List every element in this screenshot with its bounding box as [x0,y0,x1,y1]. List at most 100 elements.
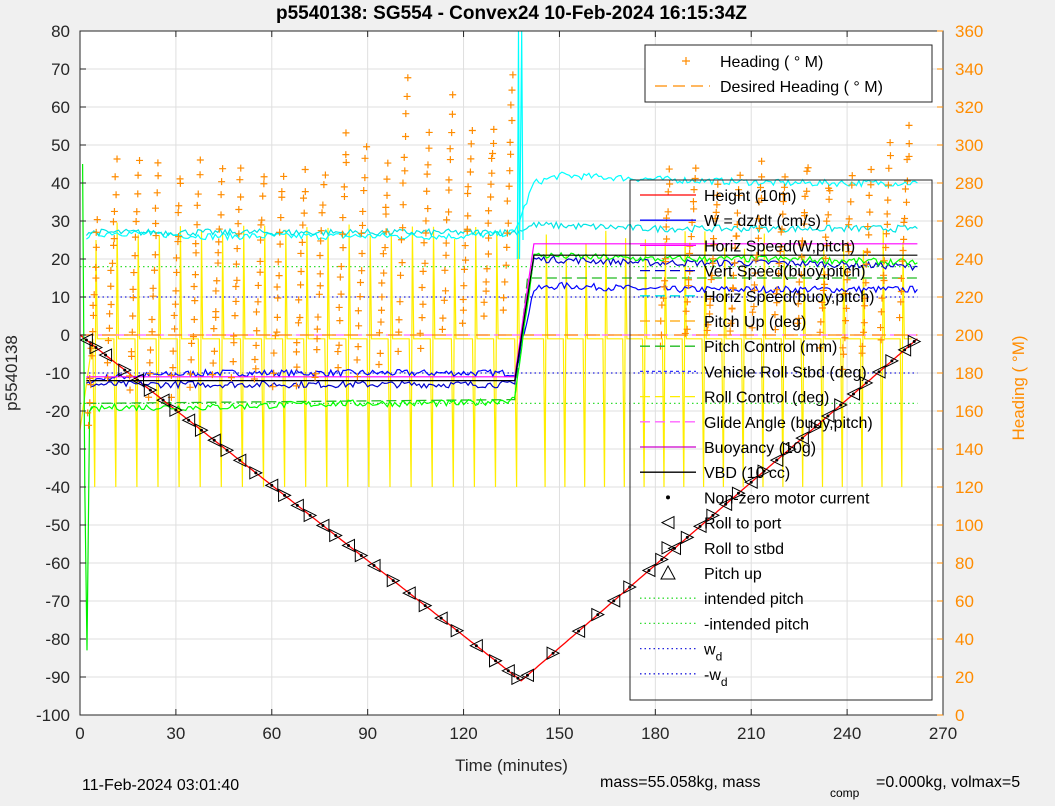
heading-marker [706,295,714,303]
heading-marker [169,347,177,355]
roll-to-port-marker [692,519,707,534]
heading-marker [340,183,348,191]
footer-volmax: =0.000kg, volmax=5 [876,774,1020,791]
heading-marker [690,186,698,194]
heading-marker [772,290,780,298]
roll-to-stbd-marker [418,598,433,613]
heading-marker [488,154,496,162]
motor-current-dot [711,513,715,517]
heading-marker [313,335,321,343]
heading-marker [417,344,425,352]
heading-marker [657,331,665,339]
heading-marker [773,286,781,294]
heading-marker [822,233,830,241]
heading-marker [733,232,741,240]
roll-to-stbd-marker [489,653,503,668]
heading-marker [897,287,905,295]
heading-marker [190,316,198,324]
heading-marker [900,218,908,226]
heading-marker [780,183,788,191]
heading-marker [804,164,812,172]
heading-marker [865,191,873,199]
motor-current-dot [877,370,881,374]
heading-marker [356,293,364,301]
heading-marker [381,244,389,252]
heading-marker [399,224,407,232]
heading-marker [213,277,221,285]
heading-marker [839,344,847,352]
heading-marker [152,232,160,240]
heading-marker [400,153,408,161]
heading-marker [419,300,427,308]
motor-current-dot [94,346,98,350]
heading-marker [293,363,301,371]
heading-marker [395,316,403,324]
heading-marker [727,319,735,327]
heading-marker [280,172,288,180]
heading-marker [905,140,913,148]
heading-marker [416,329,424,337]
motor-current-dot [494,659,498,663]
roll-to-port-marker [718,497,733,512]
y-tick-label: -30 [45,440,70,459]
heading-marker [355,322,363,330]
heading-marker [106,310,114,318]
heading-marker [885,164,893,172]
heading-marker [231,312,239,320]
heading-marker [503,197,511,205]
heading-marker [196,156,204,164]
heading-marker [466,168,474,176]
motor-current-dot [295,503,299,507]
motor-current-dot [161,398,165,402]
heading-marker [464,190,472,198]
heading-marker [443,216,451,224]
heading-marker [485,207,493,215]
heading-marker [87,344,95,352]
roll-to-port-marker [80,333,93,347]
motor-current-dot [577,629,581,633]
heading-marker [171,300,179,308]
heading-marker [817,318,825,326]
heading-marker [104,374,112,382]
heading-marker [340,193,348,201]
heading-marker [152,220,160,228]
heading-marker [712,208,720,216]
roll-to-port-marker [207,433,221,448]
heading-marker [336,317,344,325]
heading-marker [424,205,432,213]
motor-current-dot [84,338,88,342]
motor-current-dot [104,353,108,357]
heading-marker [503,229,511,237]
heading-marker [86,374,94,382]
heading-marker [867,166,875,174]
heading-marker [882,244,890,252]
heading-marker [484,219,492,227]
heading-marker [900,235,908,243]
heading-marker [664,208,672,216]
motor-current-dot [506,669,510,673]
x-tick-label: 90 [358,724,377,743]
y-tick-label: -90 [45,668,70,687]
heading-marker [685,282,693,290]
heading-marker [418,284,426,291]
heading-marker [504,219,512,227]
heading-marker [297,281,305,289]
heading-marker [88,352,96,360]
roll-to-stbd-marker [386,573,401,588]
y2-tick-label: 260 [955,212,983,231]
motor-current-dot [334,533,338,537]
heading-marker [844,241,852,249]
motor-current-dot [660,557,664,561]
heading-markers [84,71,913,429]
plot-content [80,31,922,686]
heading-marker [445,186,453,194]
heading-marker [800,220,808,228]
heading-marker [902,198,910,206]
heading-marker [681,329,689,337]
heading-marker [357,229,365,237]
legend-swatch-port [660,515,675,530]
motor-current-dot [826,414,830,418]
heading-marker [735,186,743,194]
heading-marker [509,71,517,79]
heading-marker [795,278,803,286]
